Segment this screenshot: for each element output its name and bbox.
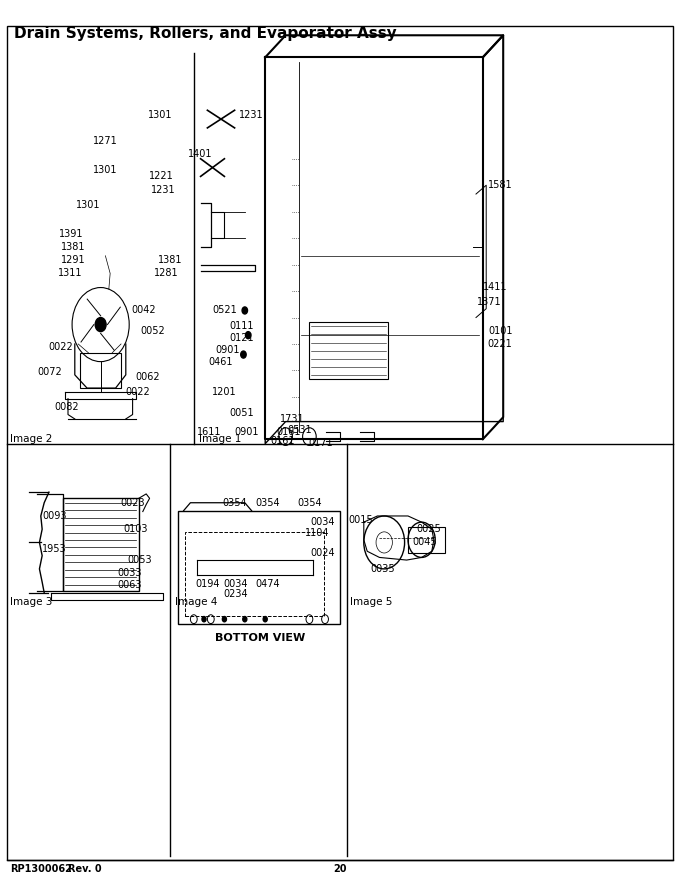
Text: 0052: 0052 bbox=[141, 325, 165, 336]
Text: 0022: 0022 bbox=[126, 387, 150, 398]
Text: 0901: 0901 bbox=[235, 427, 259, 437]
Text: 0111: 0111 bbox=[229, 321, 254, 332]
Bar bbox=[178, 511, 340, 624]
Text: 1381: 1381 bbox=[61, 242, 86, 252]
Bar bbox=[63, 498, 139, 591]
Text: 1381: 1381 bbox=[158, 255, 182, 265]
Text: 0022: 0022 bbox=[49, 341, 73, 352]
Text: 1291: 1291 bbox=[61, 255, 86, 265]
Text: 1281: 1281 bbox=[154, 268, 179, 279]
Text: 0354: 0354 bbox=[222, 497, 247, 508]
Text: 0015: 0015 bbox=[348, 515, 373, 526]
Text: 1201: 1201 bbox=[212, 387, 237, 398]
Text: 0221: 0221 bbox=[488, 339, 512, 349]
Text: Image 3: Image 3 bbox=[10, 597, 52, 607]
Circle shape bbox=[202, 617, 206, 622]
Text: 1401: 1401 bbox=[188, 149, 213, 160]
Text: 0521: 0521 bbox=[212, 305, 237, 316]
Circle shape bbox=[263, 617, 267, 622]
Text: 1271: 1271 bbox=[93, 136, 118, 146]
Text: 0121: 0121 bbox=[229, 333, 254, 343]
Circle shape bbox=[242, 307, 248, 314]
Bar bbox=[408, 527, 445, 553]
Text: 0234: 0234 bbox=[224, 589, 248, 600]
Text: BOTTOM VIEW: BOTTOM VIEW bbox=[216, 633, 305, 643]
Text: 1301: 1301 bbox=[93, 165, 118, 176]
Text: Image 5: Image 5 bbox=[350, 597, 392, 607]
Bar bbox=[309, 322, 388, 379]
Text: 0025: 0025 bbox=[416, 524, 441, 534]
Text: 0101: 0101 bbox=[488, 325, 513, 336]
Bar bbox=[80, 353, 121, 388]
Text: 20: 20 bbox=[333, 863, 347, 874]
Text: 1953: 1953 bbox=[42, 543, 67, 554]
Text: 0171: 0171 bbox=[309, 437, 333, 448]
Text: 0063: 0063 bbox=[117, 579, 141, 590]
Text: Image 1: Image 1 bbox=[199, 434, 241, 444]
Text: 0034: 0034 bbox=[311, 517, 335, 527]
Text: 1301: 1301 bbox=[76, 199, 101, 210]
Text: 0161: 0161 bbox=[270, 436, 294, 446]
Text: 0531: 0531 bbox=[287, 424, 311, 435]
Text: 1231: 1231 bbox=[151, 184, 175, 195]
Circle shape bbox=[245, 332, 251, 339]
Text: 1221: 1221 bbox=[149, 171, 173, 182]
Text: 0474: 0474 bbox=[255, 579, 279, 589]
Text: 1611: 1611 bbox=[197, 427, 221, 437]
Text: 0035: 0035 bbox=[371, 564, 395, 574]
Text: 0093: 0093 bbox=[42, 511, 67, 521]
Text: Drain Systems, Rollers, and Evaporator Assy: Drain Systems, Rollers, and Evaporator A… bbox=[14, 26, 396, 41]
Circle shape bbox=[95, 318, 106, 332]
Bar bbox=[185, 532, 324, 616]
Text: 0354: 0354 bbox=[297, 497, 322, 508]
Text: 0034: 0034 bbox=[224, 579, 248, 589]
Text: Image 2: Image 2 bbox=[10, 434, 52, 444]
Text: 1581: 1581 bbox=[488, 180, 512, 191]
Text: 0072: 0072 bbox=[37, 367, 62, 377]
Text: 0033: 0033 bbox=[117, 568, 141, 579]
Text: 0062: 0062 bbox=[135, 372, 160, 383]
Text: 0461: 0461 bbox=[209, 356, 233, 367]
Text: 1301: 1301 bbox=[148, 109, 172, 120]
Text: 1731: 1731 bbox=[280, 414, 305, 424]
Text: 0045: 0045 bbox=[413, 537, 437, 548]
Text: 0354: 0354 bbox=[255, 497, 279, 508]
Circle shape bbox=[241, 351, 246, 358]
Text: 1391: 1391 bbox=[59, 228, 84, 239]
Text: 0103: 0103 bbox=[124, 524, 148, 534]
Text: 0042: 0042 bbox=[132, 305, 156, 316]
Text: 0053: 0053 bbox=[127, 555, 152, 565]
Text: 0051: 0051 bbox=[229, 407, 254, 418]
Text: 0161: 0161 bbox=[277, 427, 301, 437]
Text: 1104: 1104 bbox=[305, 527, 329, 538]
Text: RP1300062: RP1300062 bbox=[10, 863, 72, 874]
Text: 1231: 1231 bbox=[239, 109, 264, 120]
Circle shape bbox=[243, 617, 247, 622]
Text: 1371: 1371 bbox=[477, 296, 502, 307]
Text: 0901: 0901 bbox=[216, 345, 240, 355]
Text: 1311: 1311 bbox=[58, 268, 82, 279]
Circle shape bbox=[222, 617, 226, 622]
Text: 0082: 0082 bbox=[54, 402, 79, 413]
Text: 0023: 0023 bbox=[120, 497, 145, 508]
Text: Image 4: Image 4 bbox=[175, 597, 217, 607]
Text: Rev. 0: Rev. 0 bbox=[68, 863, 101, 874]
Text: 0024: 0024 bbox=[311, 548, 335, 558]
Text: 0194: 0194 bbox=[195, 579, 220, 589]
Text: 1411: 1411 bbox=[483, 281, 507, 292]
